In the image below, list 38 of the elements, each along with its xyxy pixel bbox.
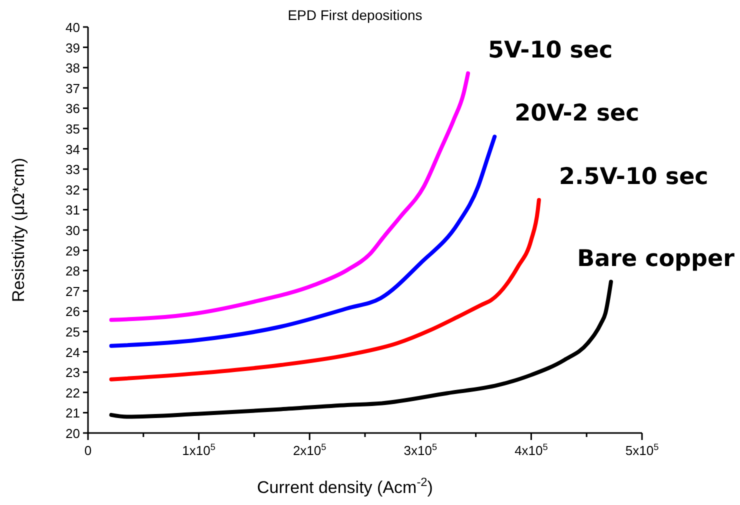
x-tick-label: 0	[84, 443, 92, 458]
y-tick-label: 30	[66, 223, 80, 238]
y-tick-label: 34	[66, 142, 80, 157]
y-tick-label: 21	[66, 406, 80, 421]
y-tick-label: 28	[66, 264, 80, 279]
line-series	[109, 198, 541, 382]
y-tick-label: 22	[66, 385, 80, 400]
y-axis-title: Resistivity (μΩ*cm)	[9, 158, 28, 302]
y-tick-label: 27	[66, 284, 80, 299]
line-series	[109, 280, 613, 419]
y-tick-label: 31	[66, 202, 80, 218]
y-tick-label: 36	[66, 101, 80, 116]
x-tick-label: 1x10$^{5}$	[182, 442, 216, 458]
y-tick-label: 32	[66, 182, 80, 198]
y-tick-label: 25	[66, 324, 80, 340]
y-tick-label: 26	[66, 304, 80, 320]
y-tick-label: 40	[66, 20, 80, 35]
line-series	[109, 134, 497, 348]
y-tick-label: 29	[66, 243, 80, 258]
y-tick-label: 24	[66, 344, 80, 360]
x-tick-label: 4x10$^{5}$	[514, 442, 548, 458]
y-tick-label: 20	[66, 426, 80, 441]
x-axis-title: Current density (Acm$^{-2}$)	[257, 475, 433, 497]
series-label: 20V-2 sec	[514, 100, 640, 127]
series-label: 2.5V-10 sec	[558, 164, 708, 190]
x-tick-label: 5x10$^{5}$	[625, 442, 659, 458]
y-tick-label: 37	[66, 80, 80, 96]
chart-title: EPD First depositions	[288, 7, 422, 23]
y-tick-label: 23	[66, 365, 80, 380]
y-tick-label: 38	[66, 60, 80, 76]
series-label: 5V-10 sec	[488, 37, 613, 64]
series-label: Bare copper	[577, 246, 736, 272]
y-tick-label: 35	[66, 122, 80, 136]
x-tick-label: 3x10$^{5}$	[404, 442, 438, 458]
x-tick-label: 2x10$^{5}$	[292, 442, 326, 458]
y-tick-label: 39	[66, 40, 80, 56]
y-tick-label: 33	[66, 162, 80, 178]
line-series	[109, 71, 470, 322]
